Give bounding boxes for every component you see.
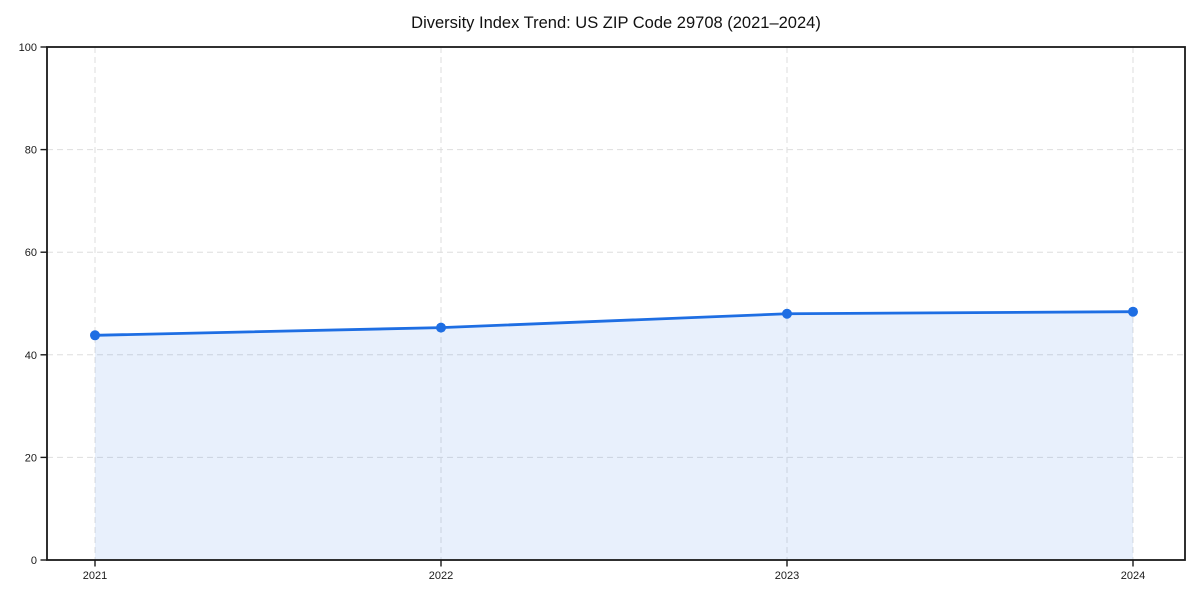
y-tick-label: 60 — [25, 247, 37, 259]
data-point — [436, 322, 446, 333]
trend-line — [93, 310, 1135, 337]
data-point — [90, 330, 100, 341]
y-tick-label: 40 — [25, 350, 37, 362]
y-tick-label: 0 — [31, 555, 37, 567]
y-axis: 0 20 40 60 80 100 — [19, 42, 47, 567]
y-tick-label: 20 — [25, 452, 37, 464]
data-point — [1128, 306, 1138, 317]
y-tick-label: 80 — [25, 145, 37, 157]
data-points — [90, 306, 1138, 341]
x-tick-label: 2022 — [429, 570, 453, 582]
x-axis: 2021 2022 2023 2024 — [83, 560, 1145, 582]
x-tick-label: 2024 — [1121, 570, 1145, 582]
gridlines — [47, 46, 1185, 561]
area-fill — [95, 311, 1133, 560]
x-tick-label: 2021 — [83, 570, 107, 582]
data-point — [782, 308, 792, 319]
y-tick-label: 100 — [19, 42, 37, 54]
plot-border — [46, 46, 1186, 561]
x-tick-label: 2023 — [775, 570, 799, 582]
chart-title: Diversity Index Trend: US ZIP Code 29708… — [411, 14, 821, 32]
